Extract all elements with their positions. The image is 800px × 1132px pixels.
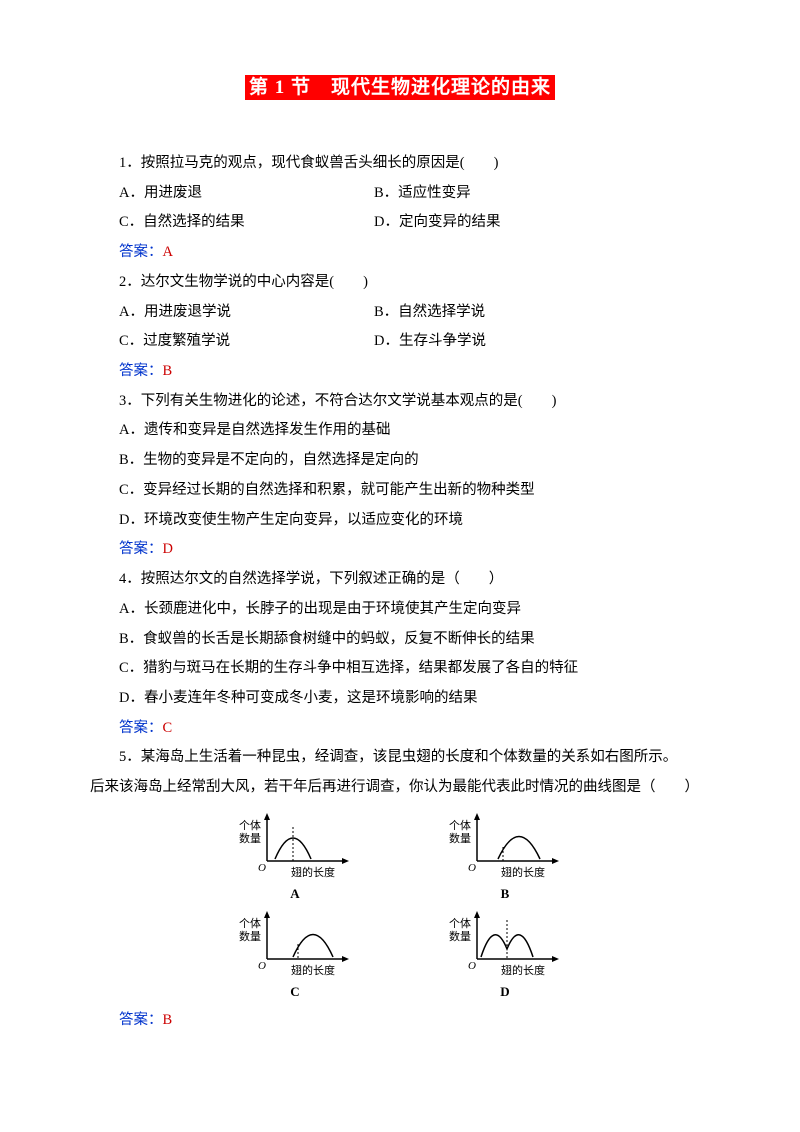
chart-c-label: C — [290, 979, 299, 1006]
ylabel-2: 数量 — [239, 832, 261, 845]
answer-value: D — [163, 541, 173, 557]
chart-d: 个体 数量 O 翅的长度 D — [445, 907, 565, 1006]
q1-opt-b: B．适应性变异 — [374, 179, 710, 209]
chart-a-label: A — [290, 881, 299, 908]
origin-o: O — [258, 862, 266, 874]
answer-value: B — [163, 1012, 173, 1028]
q4-opt-b: B．食蚁兽的长舌是长期舔食树缝中的蚂蚁，反复不断伸长的结果 — [90, 625, 710, 655]
answer-label: 答案： — [119, 363, 163, 379]
answer-label: 答案： — [119, 244, 163, 260]
q2-opt-a: A．用进废退学说 — [119, 298, 374, 328]
q2-options-row2: C．过度繁殖学说 D．生存斗争学说 — [90, 327, 710, 357]
chart-d-label: D — [500, 979, 509, 1006]
q1-opt-c: C．自然选择的结果 — [119, 208, 374, 238]
ylabel-2: 数量 — [449, 930, 471, 943]
chart-row-2: 个体 数量 O 翅的长度 C 个体 — [235, 907, 565, 1006]
q2-opt-d: D．生存斗争学说 — [374, 327, 710, 357]
q4-text: 4．按照达尔文的自然选择学说，下列叙述正确的是（ ） — [90, 565, 710, 595]
origin-o: O — [468, 862, 476, 874]
origin-o: O — [258, 960, 266, 972]
chart-b-svg: 个体 数量 O 翅的长度 — [445, 809, 565, 883]
q1-options-row1: A．用进废退 B．适应性变异 — [90, 179, 710, 209]
q5-text2: 后来该海岛上经常刮大风，若干年后再进行调查，你认为最能代表此时情况的曲线图是（ … — [90, 773, 710, 803]
xlabel: 翅的长度 — [291, 865, 335, 879]
answer-value: B — [163, 363, 173, 379]
q4-opt-a: A．长颈鹿进化中，长脖子的出现是由于环境使其产生定向变异 — [90, 595, 710, 625]
answer-label: 答案： — [119, 541, 163, 557]
ylabel-2: 数量 — [449, 832, 471, 845]
title-text: 第 1 节 现代生物进化理论的由来 — [245, 75, 555, 100]
chart-a: 个体 数量 O 翅的长度 A — [235, 809, 355, 908]
q5-answer: 答案：B — [90, 1006, 710, 1036]
q3-answer: 答案：D — [90, 535, 710, 565]
q5-text1: 5．某海岛上生活着一种昆虫，经调查，该昆虫翅的长度和个体数量的关系如右图所示。 — [90, 743, 710, 773]
q1-text: 1．按照拉马克的观点，现代食蚁兽舌头细长的原因是( ) — [90, 149, 710, 179]
q3-opt-b: B．生物的变异是不定向的，自然选择是定向的 — [90, 446, 710, 476]
chart-b-label: B — [501, 881, 510, 908]
origin-o: O — [468, 960, 476, 972]
q3-opt-c: C．变异经过长期的自然选择和积累，就可能产生出新的物种类型 — [90, 476, 710, 506]
q4-answer: 答案：C — [90, 714, 710, 744]
q4-opt-d: D．春小麦连年冬种可变成冬小麦，这是环境影响的结果 — [90, 684, 710, 714]
chart-d-svg: 个体 数量 O 翅的长度 — [445, 907, 565, 981]
answer-label: 答案： — [119, 1012, 163, 1028]
q3-text: 3．下列有关生物进化的论述，不符合达尔文学说基本观点的是( ) — [90, 387, 710, 417]
q1-options-row2: C．自然选择的结果 D．定向变异的结果 — [90, 208, 710, 238]
q2-answer: 答案：B — [90, 357, 710, 387]
charts-grid: 个体 数量 O 翅的长度 A 个体 — [90, 809, 710, 1006]
chart-row-1: 个体 数量 O 翅的长度 A 个体 — [235, 809, 565, 908]
q3-opt-d: D．环境改变使生物产生定向变异，以适应变化的环境 — [90, 506, 710, 536]
chart-a-svg: 个体 数量 O 翅的长度 — [235, 809, 355, 883]
q4-opt-c: C．猎豹与斑马在长期的生存斗争中相互选择，结果都发展了各自的特征 — [90, 654, 710, 684]
xlabel: 翅的长度 — [501, 865, 545, 879]
answer-label: 答案： — [119, 720, 163, 736]
answer-value: C — [163, 720, 173, 736]
q2-text: 2．达尔文生物学说的中心内容是( ) — [90, 268, 710, 298]
q2-opt-c: C．过度繁殖学说 — [119, 327, 374, 357]
page-title: 第 1 节 现代生物进化理论的由来 — [90, 72, 710, 99]
ylabel-1: 个体 — [449, 916, 471, 930]
chart-c: 个体 数量 O 翅的长度 C — [235, 907, 355, 1006]
xlabel: 翅的长度 — [291, 963, 335, 977]
ylabel-1: 个体 — [449, 818, 471, 832]
q3-opt-a: A．遗传和变异是自然选择发生作用的基础 — [90, 416, 710, 446]
chart-c-svg: 个体 数量 O 翅的长度 — [235, 907, 355, 981]
q2-opt-b: B．自然选择学说 — [374, 298, 710, 328]
ylabel-1: 个体 — [239, 916, 261, 930]
q1-opt-a: A．用进废退 — [119, 179, 374, 209]
q2-options-row1: A．用进废退学说 B．自然选择学说 — [90, 298, 710, 328]
ylabel-2: 数量 — [239, 930, 261, 943]
answer-value: A — [163, 244, 173, 260]
xlabel: 翅的长度 — [501, 963, 545, 977]
content: 1．按照拉马克的观点，现代食蚁兽舌头细长的原因是( ) A．用进废退 B．适应性… — [90, 149, 710, 1036]
chart-b: 个体 数量 O 翅的长度 B — [445, 809, 565, 908]
q1-answer: 答案：A — [90, 238, 710, 268]
ylabel-1: 个体 — [239, 818, 261, 832]
q1-opt-d: D．定向变异的结果 — [374, 208, 710, 238]
